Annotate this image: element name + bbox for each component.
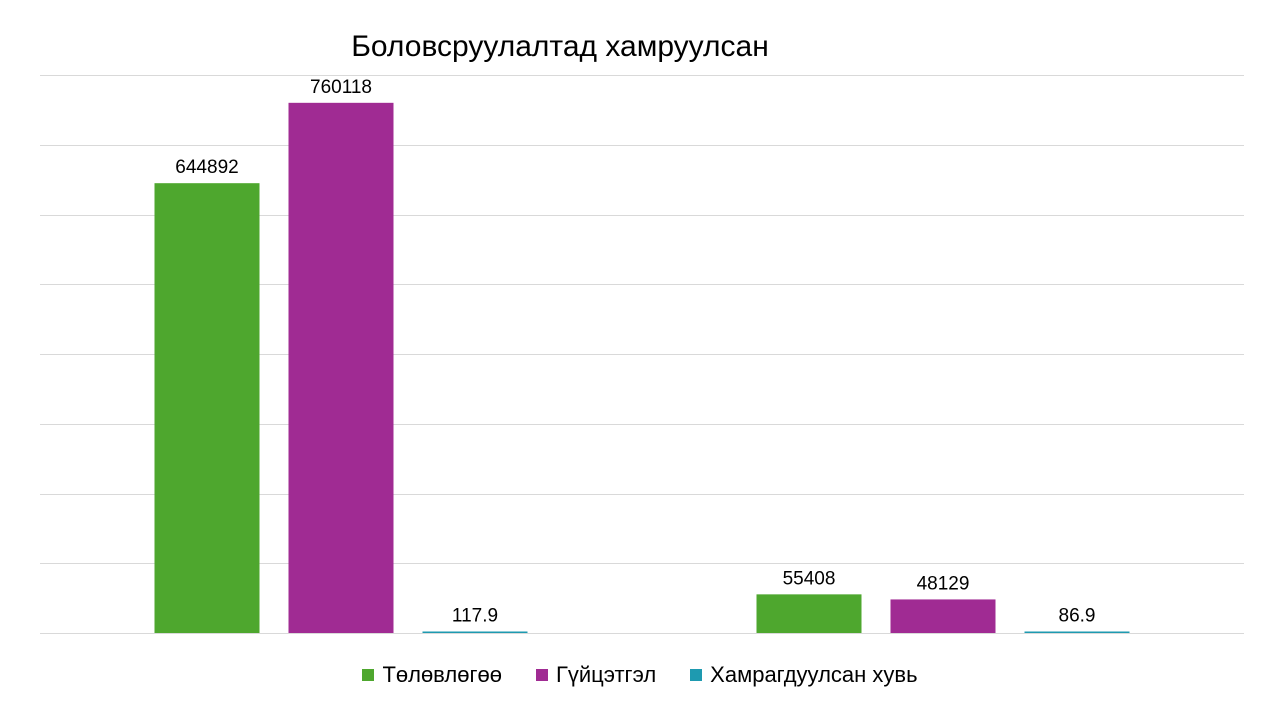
legend-label: Гүйцэтгэл <box>555 662 657 687</box>
legend-label: Төлөвлөгөө <box>382 662 502 687</box>
data-label: 48129 <box>917 573 970 594</box>
legend-item: Гүйцэтгэл <box>535 662 657 688</box>
bar <box>288 102 394 634</box>
data-label: 55408 <box>783 568 836 589</box>
bar <box>1024 631 1130 633</box>
legend-swatch <box>690 669 703 681</box>
data-label: 117.9 <box>452 606 498 627</box>
legend-item: Хамрагдуулсан хувь <box>690 662 918 688</box>
bar <box>756 594 862 633</box>
legend: Төлөвлөгөө Гүйцэтгэл Хамрагдуулсан хувь <box>0 662 1280 688</box>
legend-item: Төлөвлөгөө <box>362 662 502 688</box>
legend-label: Хамрагдуулсан хувь <box>710 662 918 687</box>
data-label: 86.9 <box>1059 606 1096 627</box>
data-label: 760118 <box>310 77 372 98</box>
data-labels: 644892 760118 117.9 55408 48129 86.9 <box>175 77 1095 627</box>
bar <box>154 183 260 633</box>
bar <box>422 631 528 633</box>
bars <box>154 102 1130 634</box>
legend-swatch <box>535 669 548 681</box>
legend-swatch <box>362 669 375 681</box>
data-label: 644892 <box>175 157 238 178</box>
bar <box>890 599 996 633</box>
chart-title: Боловсруулалтад хамруулсан <box>351 30 769 63</box>
